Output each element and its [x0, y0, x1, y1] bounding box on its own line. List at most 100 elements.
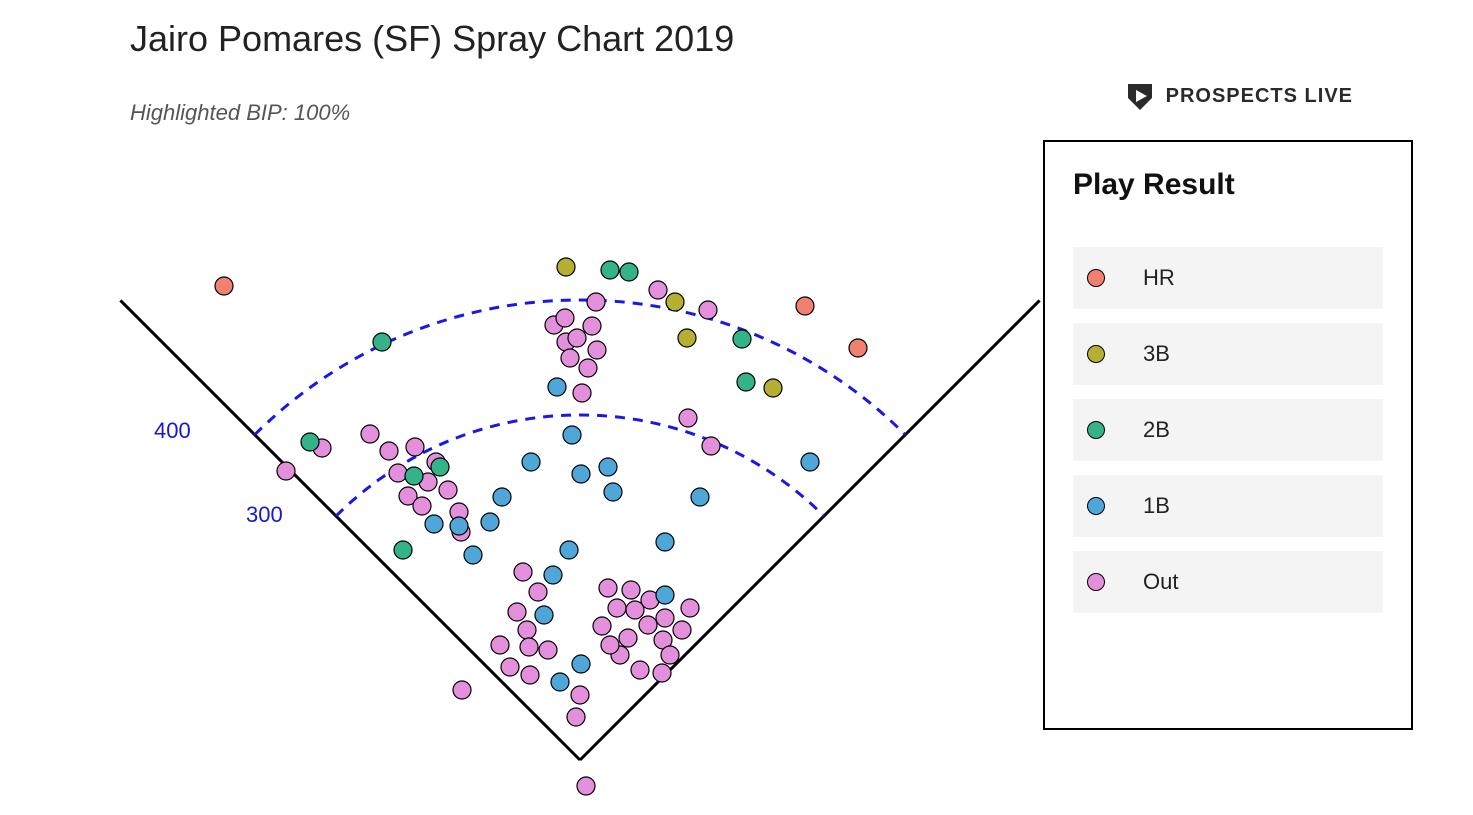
legend-item-label: Out	[1143, 569, 1178, 595]
spray-point	[599, 579, 617, 597]
spray-point	[567, 708, 585, 726]
spray-point	[301, 433, 319, 451]
legend-swatch	[1087, 269, 1105, 287]
spray-point	[604, 483, 622, 501]
spray-chart: 300 400	[110, 230, 1050, 800]
distance-label: 300	[246, 502, 283, 528]
chart-subtitle: Highlighted BIP: 100%	[130, 100, 350, 126]
spray-point	[508, 603, 526, 621]
spray-point	[518, 621, 536, 639]
spray-point	[796, 297, 814, 315]
home-plate-icon	[1124, 80, 1156, 112]
spray-point	[481, 513, 499, 531]
chart-title: Jairo Pomares (SF) Spray Chart 2019	[130, 18, 734, 60]
spray-point	[656, 609, 674, 627]
spray-point	[431, 458, 449, 476]
spray-point	[413, 497, 431, 515]
spray-point	[601, 636, 619, 654]
spray-point	[737, 373, 755, 391]
legend-item: Out	[1073, 551, 1383, 613]
legend-swatch	[1087, 421, 1105, 439]
legend-item-label: 2B	[1143, 417, 1170, 443]
spray-point	[577, 777, 595, 795]
spray-point	[529, 583, 547, 601]
spray-point	[599, 458, 617, 476]
spray-point	[678, 329, 696, 347]
spray-point	[631, 661, 649, 679]
legend-item: 2B	[1073, 399, 1383, 461]
foul-line-right	[580, 300, 1040, 760]
spray-point	[593, 617, 611, 635]
spray-point	[501, 658, 519, 676]
spray-point	[656, 533, 674, 551]
spray-point	[673, 621, 691, 639]
spray-point	[406, 438, 424, 456]
spray-point	[491, 636, 509, 654]
spray-point	[405, 467, 423, 485]
spray-point	[394, 541, 412, 559]
legend-title: Play Result	[1073, 168, 1383, 202]
spray-point	[544, 566, 562, 584]
spray-point	[361, 425, 379, 443]
spray-point	[608, 599, 626, 617]
spray-point	[551, 673, 569, 691]
spray-point	[560, 541, 578, 559]
legend-swatch	[1087, 345, 1105, 363]
spray-point	[583, 317, 601, 335]
spray-point	[588, 341, 606, 359]
legend-panel: Play Result HR 3B 2B 1B Out	[1043, 140, 1413, 730]
spray-point	[849, 339, 867, 357]
spray-point	[522, 453, 540, 471]
spray-point	[622, 581, 640, 599]
spray-point	[425, 515, 443, 533]
legend-item: 1B	[1073, 475, 1383, 537]
spray-point	[557, 258, 575, 276]
brand-label: PROSPECTS LIVE	[1166, 85, 1353, 108]
brand-logo: PROSPECTS LIVE	[1124, 80, 1353, 112]
spray-point	[679, 409, 697, 427]
spray-point	[548, 378, 566, 396]
legend-item-label: 3B	[1143, 341, 1170, 367]
spray-point	[464, 546, 482, 564]
spray-point	[702, 437, 720, 455]
spray-point	[601, 261, 619, 279]
legend-item-label: 1B	[1143, 493, 1170, 519]
distance-label: 400	[154, 418, 191, 444]
spray-point	[649, 281, 667, 299]
spray-point	[373, 333, 391, 351]
spray-point	[619, 629, 637, 647]
spray-point	[556, 309, 574, 327]
spray-point	[639, 616, 657, 634]
spray-point	[733, 330, 751, 348]
spray-point	[661, 646, 679, 664]
spray-point	[450, 517, 468, 535]
legend-item: HR	[1073, 247, 1383, 309]
spray-point	[571, 686, 589, 704]
legend-swatch	[1087, 497, 1105, 515]
spray-point	[535, 606, 553, 624]
spray-point	[666, 293, 684, 311]
spray-point	[801, 453, 819, 471]
spray-point	[539, 641, 557, 659]
spray-point	[563, 426, 581, 444]
spray-point	[691, 488, 709, 506]
foul-line-left	[120, 300, 580, 760]
spray-point	[389, 464, 407, 482]
spray-point	[514, 563, 532, 581]
spray-point	[215, 277, 233, 295]
spray-point	[572, 465, 590, 483]
spray-point	[520, 638, 538, 656]
legend-item: 3B	[1073, 323, 1383, 385]
spray-point	[493, 488, 511, 506]
spray-point	[572, 655, 590, 673]
spray-point	[380, 442, 398, 460]
spray-point	[656, 586, 674, 604]
spray-point	[587, 293, 605, 311]
spray-point	[579, 359, 597, 377]
spray-point	[681, 599, 699, 617]
spray-point	[453, 681, 471, 699]
spray-point	[573, 384, 591, 402]
spray-point	[521, 666, 539, 684]
spray-point	[620, 263, 638, 281]
spray-point	[764, 379, 782, 397]
